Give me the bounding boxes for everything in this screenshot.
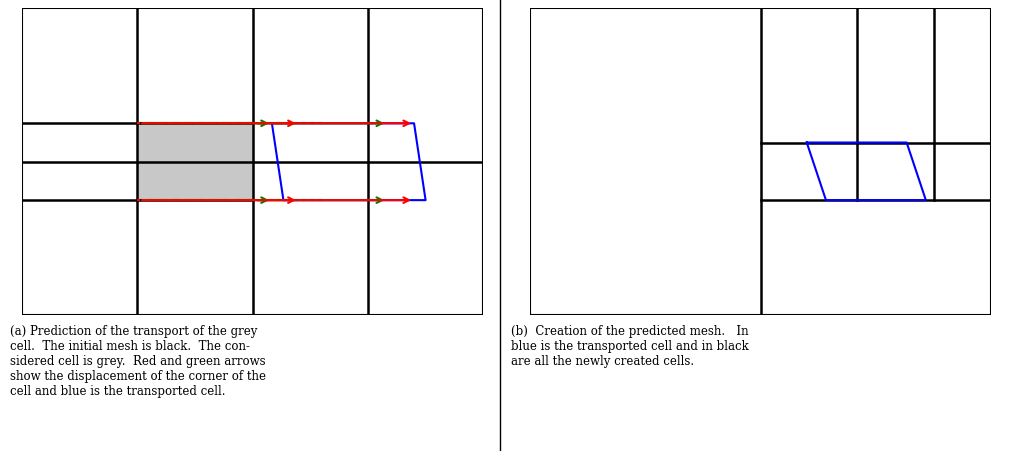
Text: (a) Prediction of the transport of the grey
cell.  The initial mesh is black.  T: (a) Prediction of the transport of the g… [10, 325, 266, 398]
Bar [138, 124, 252, 201]
Text: (b)  Creation of the predicted mesh.   In
blue is the transported cell and in bl: (b) Creation of the predicted mesh. In b… [510, 325, 748, 368]
